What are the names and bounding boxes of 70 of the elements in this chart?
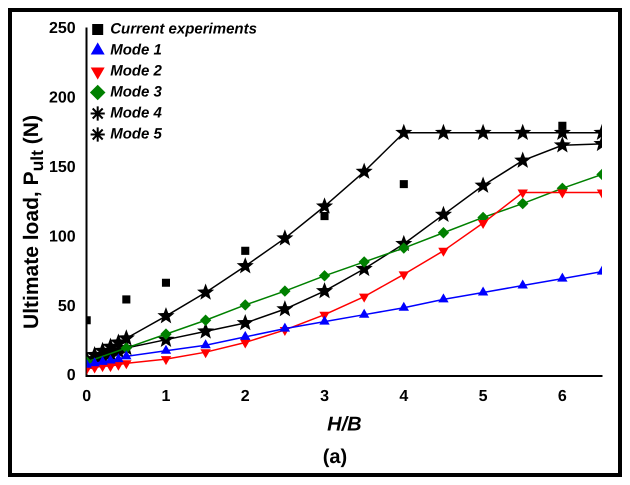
y-tick-label: 200 xyxy=(48,89,76,106)
point xyxy=(320,212,329,220)
point xyxy=(240,299,251,310)
point xyxy=(276,300,294,316)
legend-label: Mode 2 xyxy=(110,62,163,80)
text: (a) xyxy=(322,446,348,469)
legend-label: Mode 1 xyxy=(110,42,162,59)
point xyxy=(98,356,108,365)
point xyxy=(106,355,116,364)
point xyxy=(276,229,294,246)
x-axis-title: H/B xyxy=(327,414,362,436)
point xyxy=(240,331,250,340)
point xyxy=(474,176,492,193)
point xyxy=(358,256,370,268)
point xyxy=(438,294,448,302)
x-tick-label: 5 xyxy=(478,388,488,405)
x-tick-label: 6 xyxy=(558,388,567,405)
point xyxy=(122,350,132,360)
point xyxy=(400,180,408,188)
legend-label: Mode 3 xyxy=(110,84,163,101)
point xyxy=(316,197,334,214)
point xyxy=(558,122,566,130)
y-tick-label: 0 xyxy=(66,367,76,384)
point xyxy=(398,302,409,311)
legend-label: Mode 4 xyxy=(110,104,163,122)
x-tick-label: 1 xyxy=(162,388,171,405)
point xyxy=(517,198,528,210)
point xyxy=(118,329,135,346)
point xyxy=(279,286,290,297)
point xyxy=(316,282,334,298)
point xyxy=(554,136,571,153)
y-tick-label: 150 xyxy=(48,158,76,176)
point xyxy=(90,358,100,366)
point xyxy=(197,283,214,300)
point xyxy=(514,124,532,140)
point xyxy=(434,124,452,140)
point xyxy=(200,314,212,326)
x-tick-label: 4 xyxy=(399,388,408,405)
point xyxy=(478,286,488,296)
y-tick-label: 250 xyxy=(48,20,76,38)
point xyxy=(241,246,250,255)
point xyxy=(160,328,172,340)
point xyxy=(558,273,568,282)
point xyxy=(320,316,330,325)
point xyxy=(236,314,254,330)
point xyxy=(122,295,130,304)
x-tick-label: 2 xyxy=(240,388,250,405)
point xyxy=(157,307,175,324)
y-tick-label: 50 xyxy=(58,298,76,315)
point xyxy=(356,162,373,179)
y-tick-label: 100 xyxy=(48,228,76,246)
point xyxy=(114,354,124,362)
point xyxy=(518,280,528,289)
point xyxy=(280,323,290,332)
point xyxy=(395,124,412,140)
point xyxy=(359,309,369,318)
point xyxy=(438,227,449,238)
point xyxy=(236,257,254,274)
point xyxy=(161,345,171,354)
point xyxy=(514,152,532,168)
point xyxy=(474,124,492,140)
point xyxy=(120,342,132,354)
x-tick-label: 0 xyxy=(82,388,92,405)
point xyxy=(319,270,330,282)
legend-label: Mode 5 xyxy=(110,126,163,143)
legend-label: Current experiments xyxy=(110,20,257,38)
point xyxy=(162,278,170,287)
x-tick-label: 3 xyxy=(320,388,330,405)
point xyxy=(434,206,452,222)
point xyxy=(200,340,210,348)
